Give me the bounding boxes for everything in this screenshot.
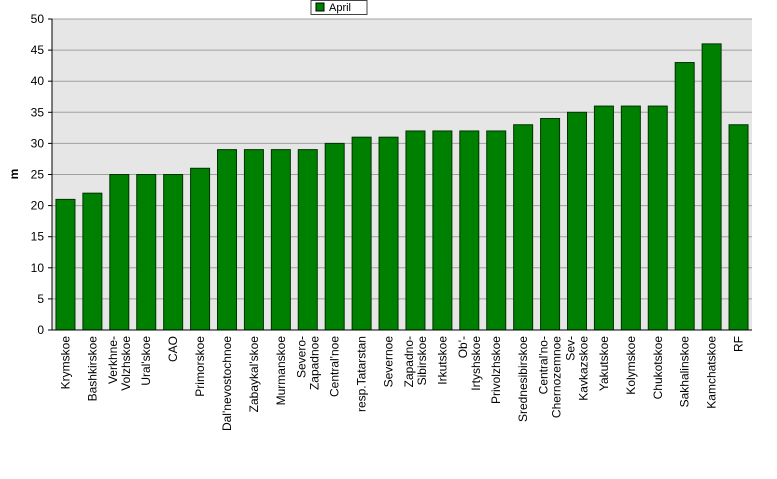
bar [647,105,668,331]
y-tick-label: 0 [37,323,44,337]
bar [540,118,561,331]
x-tick-label: Chukotskoe [651,336,665,400]
x-tick-label: Privolzhskoe [489,336,503,404]
y-tick-label: 5 [37,292,44,306]
bar [567,111,587,331]
bar [324,142,345,331]
bar [513,124,534,331]
y-tick-label: 30 [31,136,45,150]
x-tick-label: Central'noe [328,336,342,397]
bar [593,105,614,331]
bar [136,174,157,331]
x-tick-label: Yakutskoe [597,336,611,391]
bar [620,105,641,331]
x-tick-label: Irkutskoe [435,336,449,385]
bar [432,130,453,331]
bar [459,130,480,331]
bar [378,136,399,331]
y-tick-label: 10 [31,261,45,275]
legend-swatch [315,2,325,12]
x-tick-label: Sev-Kavkazskoe [564,336,591,401]
x-tick-label: Murmanskoe [274,336,288,406]
bar [297,149,318,331]
legend: April [310,0,368,15]
x-tick-label: Ural'skoe [139,336,153,386]
x-tick-label: Primorskoe [193,336,207,397]
bar [243,149,264,331]
y-tick-label: 25 [31,168,45,182]
y-tick-label: 40 [31,74,45,88]
x-tick-label: Severo-Zapadnoe [294,336,321,390]
bar [728,124,749,331]
x-tick-label: Severnoe [382,336,396,388]
x-tick-label: Verkhne-Volzhskoe [106,336,133,391]
bar [405,130,426,331]
x-tick-label: Kolymskoe [624,336,638,395]
x-tick-label: CAO [166,336,180,362]
x-tick-label: Ob'-Irtyshskoe [456,336,483,391]
y-tick-label: 50 [31,12,45,26]
x-tick-label: Srednesibirskoe [516,336,530,422]
x-tick-label: RF [732,336,746,352]
x-tick-label: Central'no-Chernozemnoe [537,336,564,418]
bar [486,130,507,331]
x-tick-label: Zapadno-Sibirskoe [402,336,429,388]
bar [701,43,722,331]
y-tick-label: 20 [31,199,45,213]
bar [82,192,103,331]
bar [674,62,695,331]
y-axis-label: m [7,169,21,180]
legend-label: April [329,2,351,14]
bar [217,149,237,331]
bar [270,149,291,331]
x-tick-label: Dal'nevostochnoe [220,336,234,431]
x-tick-label: Krymskoe [58,336,72,390]
bar [55,198,76,331]
y-tick-label: 15 [31,230,45,244]
y-tick-label: 45 [31,43,45,57]
x-tick-label: Zabaykal'skoe [247,336,261,413]
legend-box [310,0,368,15]
bar [109,174,130,331]
y-tick-label: 35 [31,105,45,119]
x-tick-label: Sakhalinskoe [678,336,692,408]
bar [190,167,211,331]
x-tick-label: resp.Tatarstan [355,336,369,412]
bar [351,136,372,331]
bar [163,174,184,331]
x-tick-label: Kamchatskoe [705,336,719,409]
x-tick-label: Bashkirskoe [85,336,99,402]
